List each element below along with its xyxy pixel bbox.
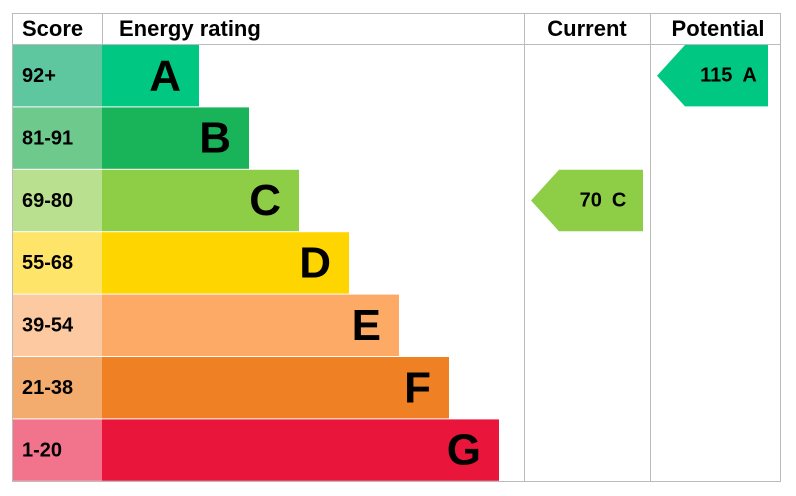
score-cell: [13, 107, 102, 169]
rating-bar: [102, 107, 249, 169]
score-label: 39-54: [22, 315, 74, 337]
score-label: 1-20: [22, 439, 62, 461]
rating-letter: A: [149, 51, 181, 100]
rating-letter: E: [352, 301, 381, 350]
score-label: 81-91: [22, 127, 73, 149]
header-score: Score: [22, 16, 83, 41]
rating-bar: [102, 232, 349, 294]
rating-letter: G: [447, 426, 481, 475]
current-arrow: [531, 169, 643, 232]
score-label: 69-80: [22, 190, 73, 212]
header-potential: Potential: [672, 16, 765, 41]
rating-letter: B: [199, 114, 231, 163]
score-label: 92+: [22, 65, 56, 87]
rating-letter: D: [299, 239, 331, 288]
rating-bar: [102, 419, 499, 481]
current-label: 70 C: [580, 190, 627, 212]
score-label: 55-68: [22, 252, 73, 274]
potential-arrow: [657, 45, 768, 107]
potential-value: 115: [700, 65, 732, 87]
score-cell: [13, 45, 102, 107]
score-cell: [13, 294, 102, 356]
header-rating: Energy rating: [119, 16, 261, 41]
potential-letter: A: [742, 65, 756, 87]
current-letter: C: [612, 190, 626, 212]
current-value: 70: [580, 190, 602, 212]
score-label: 21-38: [22, 377, 73, 399]
rating-bar: [102, 294, 399, 356]
rating-bar: [102, 45, 199, 107]
header-current: Current: [547, 16, 627, 41]
score-cell: [13, 169, 102, 232]
rating-bar: [102, 357, 449, 419]
score-cell: [13, 357, 102, 419]
frame: [12, 13, 781, 482]
rating-letter: F: [404, 363, 431, 412]
score-cell: [13, 419, 102, 481]
potential-label: 115 A: [700, 65, 757, 87]
rating-letter: C: [249, 176, 281, 225]
score-cell: [13, 232, 102, 294]
rating-bar: [102, 169, 299, 232]
